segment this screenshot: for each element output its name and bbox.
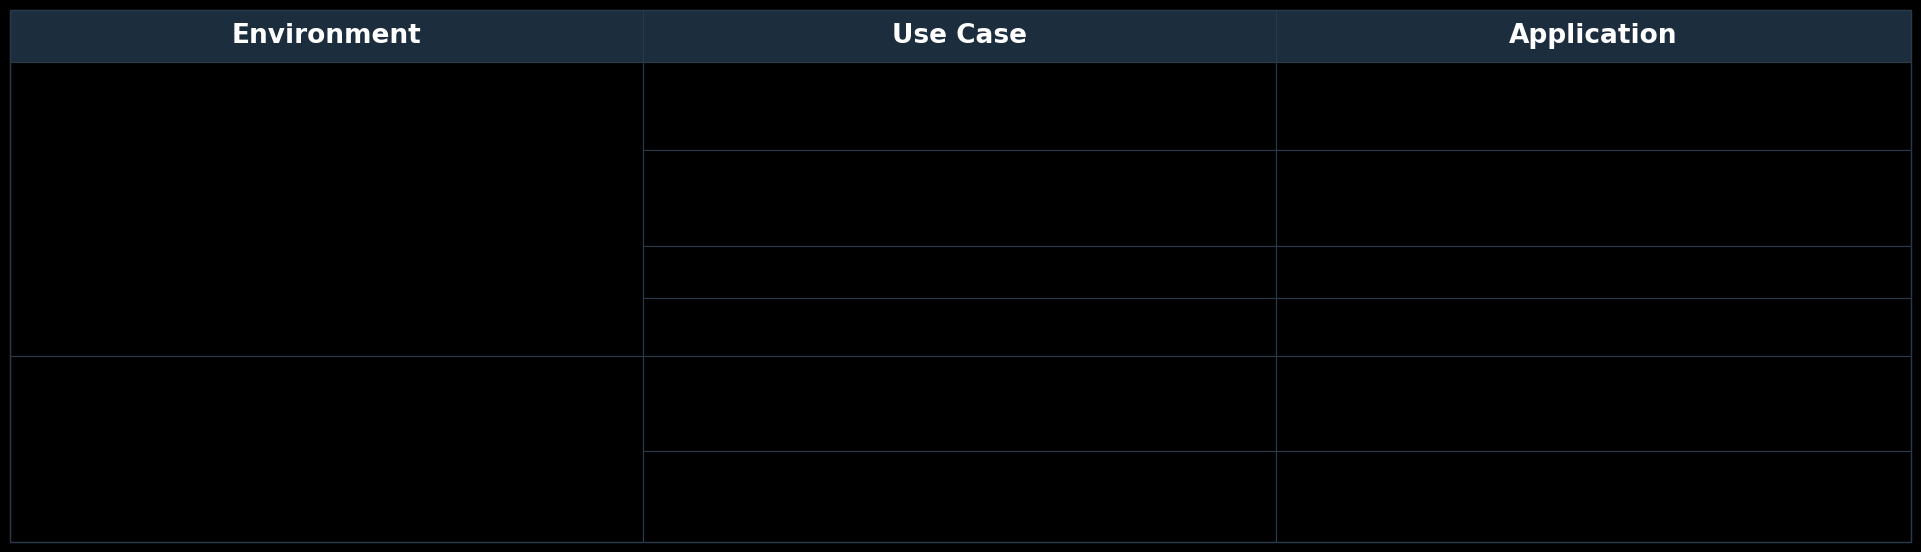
Text: Use Case: Use Case (891, 23, 1028, 49)
FancyBboxPatch shape (644, 10, 1276, 62)
FancyBboxPatch shape (644, 150, 1276, 246)
FancyBboxPatch shape (1276, 150, 1911, 246)
FancyBboxPatch shape (10, 62, 644, 355)
FancyBboxPatch shape (1276, 298, 1911, 355)
FancyBboxPatch shape (1276, 355, 1911, 451)
FancyBboxPatch shape (644, 355, 1276, 451)
FancyBboxPatch shape (1276, 246, 1911, 298)
FancyBboxPatch shape (644, 451, 1276, 542)
FancyBboxPatch shape (10, 10, 644, 62)
FancyBboxPatch shape (1276, 451, 1911, 542)
FancyBboxPatch shape (644, 298, 1276, 355)
Text: Application: Application (1510, 23, 1677, 49)
FancyBboxPatch shape (10, 355, 644, 542)
FancyBboxPatch shape (1276, 10, 1911, 62)
FancyBboxPatch shape (1276, 62, 1911, 150)
FancyBboxPatch shape (644, 246, 1276, 298)
FancyBboxPatch shape (644, 62, 1276, 150)
Text: Environment: Environment (232, 23, 421, 49)
